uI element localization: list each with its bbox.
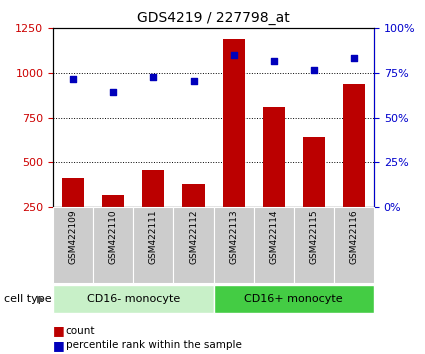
Bar xyxy=(173,207,213,283)
Bar xyxy=(182,184,204,207)
Bar xyxy=(93,207,133,283)
Point xyxy=(270,58,277,64)
Bar xyxy=(53,285,213,313)
Bar xyxy=(263,107,285,207)
Point xyxy=(70,76,76,82)
Bar xyxy=(213,285,374,313)
Text: GSM422115: GSM422115 xyxy=(309,209,318,264)
Text: percentile rank within the sample: percentile rank within the sample xyxy=(66,340,242,350)
Point xyxy=(110,89,117,95)
Text: ▶: ▶ xyxy=(37,294,44,304)
Bar xyxy=(62,178,84,207)
Text: GSM422114: GSM422114 xyxy=(269,209,278,264)
Text: count: count xyxy=(66,326,95,336)
Bar xyxy=(142,170,164,207)
Bar xyxy=(334,207,374,283)
Text: CD16+ monocyte: CD16+ monocyte xyxy=(244,294,343,304)
Bar xyxy=(254,207,294,283)
Bar xyxy=(223,39,245,207)
Bar xyxy=(303,137,325,207)
Bar xyxy=(53,207,93,283)
Bar xyxy=(294,207,334,283)
Text: GSM422116: GSM422116 xyxy=(349,209,358,264)
Bar xyxy=(133,207,173,283)
Title: GDS4219 / 227798_at: GDS4219 / 227798_at xyxy=(137,11,290,24)
Point xyxy=(310,68,317,73)
Point xyxy=(150,74,157,79)
Text: GSM422113: GSM422113 xyxy=(229,209,238,264)
Point xyxy=(351,55,357,61)
Bar xyxy=(343,84,365,207)
Text: CD16- monocyte: CD16- monocyte xyxy=(87,294,180,304)
Text: cell type: cell type xyxy=(4,294,52,304)
Point xyxy=(190,78,197,84)
Bar xyxy=(213,207,254,283)
Text: GSM422109: GSM422109 xyxy=(69,209,78,264)
Text: GSM422112: GSM422112 xyxy=(189,209,198,264)
Point xyxy=(230,52,237,58)
Text: GSM422110: GSM422110 xyxy=(109,209,118,264)
Text: ■: ■ xyxy=(53,325,65,337)
Bar xyxy=(102,195,125,207)
Text: ■: ■ xyxy=(53,339,65,352)
Text: GSM422111: GSM422111 xyxy=(149,209,158,264)
